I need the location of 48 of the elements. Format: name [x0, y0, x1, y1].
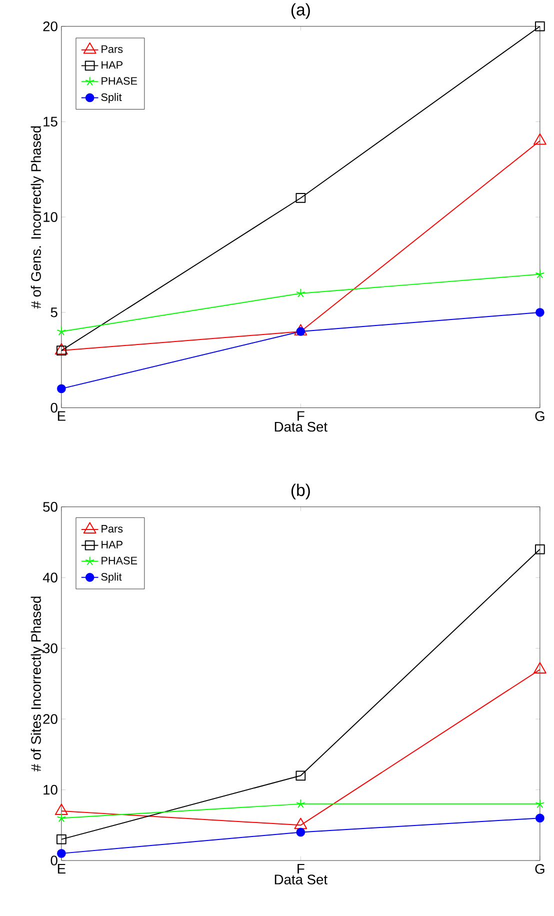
legend-label: PHASE: [102, 77, 138, 85]
legend-label: Pars: [102, 525, 123, 533]
point: [296, 828, 306, 837]
x-tick-label: E: [58, 864, 66, 874]
y-tick-label: 10: [44, 784, 58, 795]
legend-label: HAP: [102, 61, 123, 69]
point: [296, 770, 306, 781]
chart-title: (a): [292, 3, 310, 19]
x-tick-label: G: [535, 411, 544, 422]
legend-label: HAP: [102, 540, 123, 548]
y-tick-label: 0: [50, 856, 58, 866]
x-axis-title: Data Set: [275, 874, 328, 884]
y-tick-label: 10: [44, 212, 58, 222]
legend-label: PHASE: [102, 556, 138, 564]
y-axis-title: # of Sites Incorrectly Phased: [30, 596, 44, 772]
y-tick-label: 30: [43, 643, 58, 654]
legend-label: Pars: [102, 45, 123, 53]
x-axis-title: Data Set: [275, 422, 328, 432]
y-tick-label: 50: [43, 502, 58, 512]
x-tick-label: E: [58, 411, 66, 421]
point: [296, 193, 306, 203]
legend-label: Split: [101, 572, 122, 583]
point: [56, 346, 66, 356]
y-tick-label: 15: [44, 116, 58, 127]
y-tick-label: 20: [43, 714, 58, 724]
point: [536, 814, 544, 823]
x-tick-label: G: [535, 864, 544, 874]
chart-title: (b): [292, 484, 310, 500]
x-tick-label: F: [298, 864, 304, 874]
y-axis-title: # of Gens. Incorrectly Phased: [30, 126, 44, 309]
point: [296, 327, 306, 336]
y-tick-label: 40: [42, 572, 58, 582]
point: [535, 21, 545, 32]
legend-label: Split: [101, 93, 122, 104]
y-tick-label: 0: [50, 402, 58, 413]
point: [296, 288, 306, 298]
y-tick-label: 5: [50, 308, 58, 318]
y-tick-label: 20: [43, 21, 58, 32]
point: [536, 308, 544, 317]
point: [535, 544, 545, 554]
point: [55, 804, 68, 815]
point: [57, 384, 66, 394]
point: [56, 834, 66, 844]
point: [294, 818, 308, 830]
x-tick-label: F: [298, 411, 304, 421]
point: [57, 849, 66, 858]
point: [296, 798, 306, 808]
point: [55, 343, 68, 355]
